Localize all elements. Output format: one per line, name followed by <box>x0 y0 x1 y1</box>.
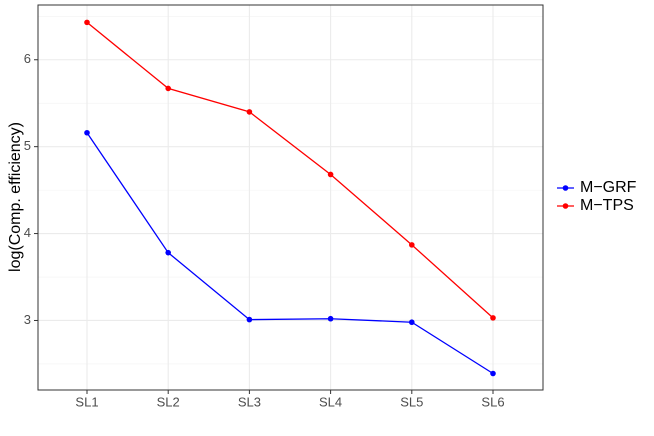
point <box>409 242 415 248</box>
point <box>327 315 334 322</box>
y-tick-label: 5 <box>24 138 31 153</box>
x-tick-label: SL1 <box>75 394 98 409</box>
legend-point <box>562 185 569 191</box>
legend-label: M−TPS <box>580 197 634 214</box>
x-tick-label: SL5 <box>400 394 423 409</box>
y-tick-label: 3 <box>24 312 31 327</box>
series-line <box>86 132 494 375</box>
point <box>165 85 171 92</box>
x-tick-label: SL3 <box>238 394 261 409</box>
x-tick-label: SL4 <box>319 394 342 409</box>
point <box>409 319 415 326</box>
y-tick-label: 6 <box>24 51 31 66</box>
point <box>84 19 90 26</box>
point <box>246 316 253 323</box>
y-axis-label: log(Comp. efficiency) <box>7 122 24 272</box>
point <box>84 129 90 136</box>
y-tick-label: 4 <box>24 225 31 240</box>
legend-label: M−GRF <box>580 179 637 196</box>
point <box>490 370 496 377</box>
point <box>327 171 334 178</box>
x-tick-label: SL2 <box>157 394 180 409</box>
plot-border <box>37 4 544 391</box>
point <box>165 249 171 256</box>
x-tick-label: SL6 <box>481 394 504 409</box>
point <box>246 109 253 115</box>
legend-point <box>562 203 569 209</box>
series-line <box>86 21 494 319</box>
point <box>490 315 496 321</box>
